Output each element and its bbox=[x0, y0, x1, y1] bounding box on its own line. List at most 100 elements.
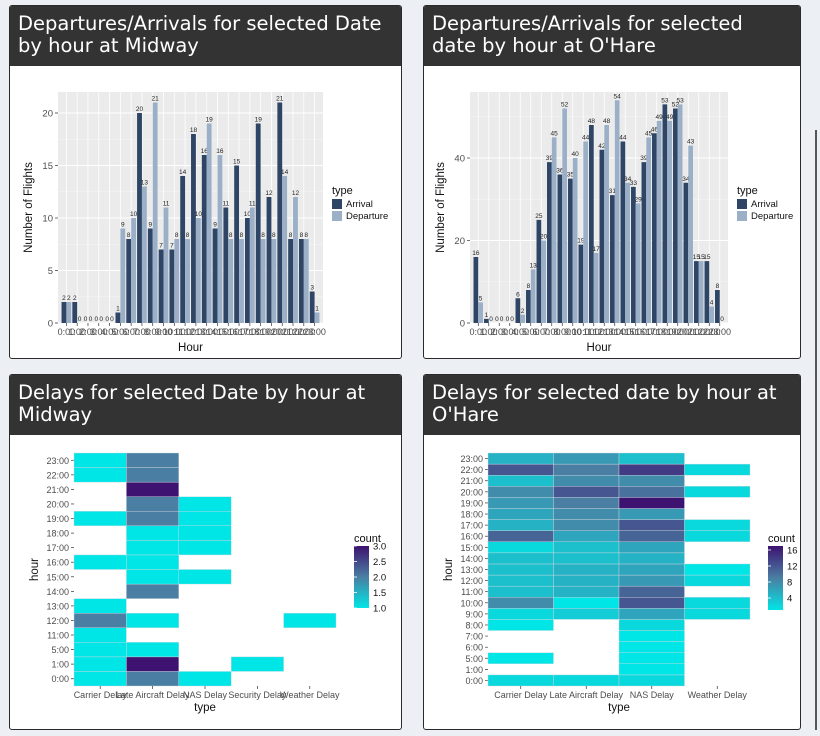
y-tick-label: 16:00 bbox=[46, 558, 69, 568]
bar-data-label: 3 bbox=[310, 285, 314, 292]
bar-data-label: 8 bbox=[304, 232, 308, 239]
heatmap-cell bbox=[553, 486, 620, 498]
bar-data-label: 5 bbox=[479, 295, 483, 302]
legend-title: count bbox=[354, 533, 381, 545]
heatmap-cell bbox=[73, 554, 127, 570]
heatmap-cell bbox=[178, 569, 232, 585]
y-tick-label: 23:00 bbox=[460, 454, 483, 464]
bar-data-label: 0 bbox=[110, 316, 114, 323]
y-tick-label: 20 bbox=[454, 236, 465, 247]
heatmap-cell bbox=[618, 574, 685, 587]
heatmap-cell bbox=[618, 674, 685, 687]
x-tick-label: 14:00 bbox=[206, 327, 229, 337]
y-axis-title: hour bbox=[29, 558, 41, 581]
heatmap-cell bbox=[178, 671, 232, 687]
x-tick-label: 6:00 bbox=[122, 327, 140, 337]
heatmap-cell bbox=[73, 671, 127, 687]
x-tick-label: Late Aircraft Delay bbox=[116, 690, 190, 700]
y-tick-label: 18:00 bbox=[46, 529, 69, 539]
bar-arrival bbox=[526, 290, 531, 323]
bar-data-label: 20 bbox=[540, 234, 548, 241]
heatmap-cell bbox=[178, 496, 232, 512]
heatmap-cell bbox=[126, 554, 180, 570]
bar-arrival bbox=[620, 141, 626, 323]
x-tick-label: 7:00 bbox=[133, 327, 151, 337]
heatmap-cell bbox=[178, 511, 232, 527]
x-tick-label: 3:00 bbox=[501, 327, 519, 337]
x-tick-label: 2:00 bbox=[490, 327, 508, 337]
bar-departure bbox=[260, 239, 266, 323]
bar-arrival bbox=[255, 123, 261, 323]
bar-data-label: 11 bbox=[163, 201, 170, 208]
y-axis-title: Number of Flights bbox=[435, 162, 447, 253]
heatmap-cell bbox=[487, 463, 554, 476]
bar-data-label: 10 bbox=[130, 211, 138, 218]
bar-data-label: 34 bbox=[624, 176, 632, 183]
legend-label: 4 bbox=[787, 594, 792, 605]
bar-departure bbox=[195, 218, 201, 323]
ohare-delays-panel: Delays for selected date by hour at O'Ha… bbox=[423, 374, 801, 730]
heatmap-cell bbox=[73, 511, 127, 527]
bar-data-label: 14 bbox=[281, 169, 289, 176]
y-tick-label: 17:00 bbox=[460, 521, 483, 531]
bar-arrival bbox=[223, 207, 229, 323]
bar-data-label: 15 bbox=[703, 254, 711, 261]
bar-data-label: 0 bbox=[495, 316, 499, 323]
x-tick-label: 21:00 bbox=[687, 327, 710, 337]
bar-departure bbox=[185, 239, 190, 323]
bar-data-label: 45 bbox=[645, 130, 653, 137]
bar-data-label: 2 bbox=[67, 295, 71, 302]
bar-departure bbox=[709, 306, 714, 323]
bar-data-label: 8 bbox=[229, 232, 233, 239]
bar-data-label: 9 bbox=[148, 222, 152, 229]
bar-data-label: 16 bbox=[216, 148, 224, 155]
page-scrollbar[interactable] bbox=[815, 130, 817, 730]
y-tick-label: 13:00 bbox=[460, 565, 483, 575]
bar-data-label: 53 bbox=[661, 97, 669, 104]
bar-data-label: 13 bbox=[529, 262, 537, 269]
heatmap-cell bbox=[487, 674, 554, 687]
heatmap-cell bbox=[487, 508, 554, 520]
x-tick-label: NAS Delay bbox=[183, 690, 228, 700]
bar-data-label: 2 bbox=[62, 295, 66, 302]
bar-data-label: 21 bbox=[276, 96, 284, 103]
y-tick-label: 10 bbox=[42, 214, 53, 225]
bar-data-label: 0 bbox=[78, 316, 82, 323]
bar-data-label: 9 bbox=[121, 222, 125, 229]
bar-data-label: 0 bbox=[105, 316, 109, 323]
y-tick-label: 5:00 bbox=[51, 645, 69, 655]
heatmap-cell bbox=[126, 496, 180, 512]
bar-arrival bbox=[610, 195, 615, 323]
bar-departure bbox=[163, 207, 169, 323]
bar-arrival bbox=[137, 113, 142, 323]
legend-label: Departure bbox=[346, 211, 388, 222]
legend-label: 8 bbox=[787, 578, 792, 589]
x-tick-label: 1:00 bbox=[68, 327, 86, 337]
heatmap-cell bbox=[618, 552, 685, 565]
heatmap-cell bbox=[553, 519, 620, 531]
x-tick-label: 12:00 bbox=[593, 327, 616, 337]
heatmap-cell bbox=[618, 530, 685, 542]
heatmap-cell bbox=[618, 497, 685, 509]
heatmap-cell bbox=[126, 612, 180, 628]
bar-data-label: 11 bbox=[249, 201, 256, 208]
bar-departure bbox=[593, 252, 599, 323]
heatmap-cell bbox=[618, 452, 685, 465]
bar-arrival bbox=[631, 186, 636, 323]
y-tick-label: 20 bbox=[42, 109, 53, 120]
legend-title: type bbox=[737, 185, 758, 197]
bar-departure bbox=[141, 186, 147, 323]
bar-departure bbox=[572, 158, 578, 323]
colorbar bbox=[768, 546, 783, 610]
bar-arrival bbox=[547, 162, 552, 323]
y-tick-label: 1:00 bbox=[465, 665, 483, 675]
y-tick-label: 9:00 bbox=[465, 609, 483, 619]
heatmap-cell bbox=[73, 598, 127, 614]
heatmap-cell bbox=[487, 597, 554, 609]
bar-departure bbox=[249, 207, 255, 323]
bar-departure bbox=[217, 155, 223, 323]
bar-data-label: 15 bbox=[693, 254, 701, 261]
x-tick-label: 9:00 bbox=[155, 327, 173, 337]
bar-departure bbox=[688, 145, 693, 323]
heatmap-cell bbox=[553, 585, 620, 598]
